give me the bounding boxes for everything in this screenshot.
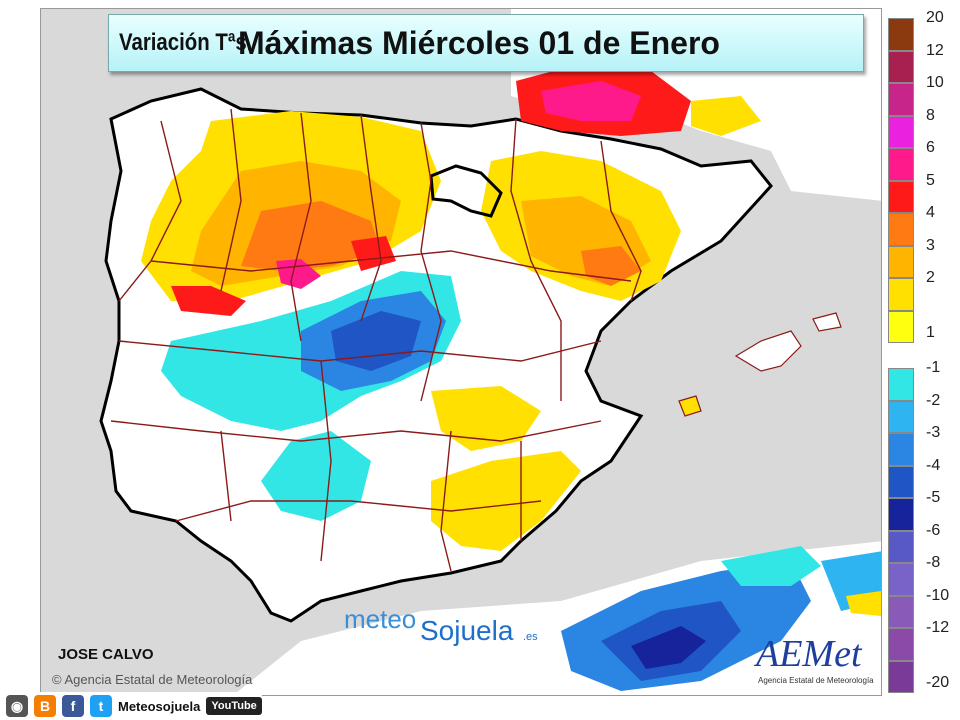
legend-swatch-neg-5 <box>888 530 914 563</box>
legend-label-neg-4: -5 <box>926 489 941 506</box>
brand-suffix: .es <box>523 631 538 643</box>
legend-label-neg-0: -1 <box>926 359 941 376</box>
africa-cold-5 <box>631 626 706 669</box>
legend-label-pos-3: 8 <box>926 106 935 124</box>
instagram-icon[interactable]: ◉ <box>6 695 28 717</box>
legend-swatch-neg-9 <box>888 660 914 693</box>
aemet-subtitle: Agencia Estatal de Meteorología <box>758 676 874 685</box>
legend-swatch-pos-1 <box>888 50 914 83</box>
legend-label-pos-1: 12 <box>926 41 944 59</box>
map-svg <box>41 9 881 695</box>
twitter-icon[interactable]: t <box>90 695 112 717</box>
youtube-icon[interactable]: YouTube <box>206 697 262 715</box>
warm-fr-6 <box>541 81 641 121</box>
legend-swatch-neg-8 <box>888 628 914 661</box>
legend-label-pos-6: 4 <box>926 204 935 221</box>
legend-swatch-pos-7 <box>888 245 914 278</box>
warm-nw-6 <box>276 259 321 289</box>
author-credit: JOSE CALVO <box>58 646 154 663</box>
legend-swatch-pos-6 <box>888 213 914 246</box>
legend-swatch-pos-3 <box>888 115 914 148</box>
legend-swatch-pos-5 <box>888 180 914 213</box>
social-bar: ◉ B f t Meteosojuela YouTube <box>0 692 262 720</box>
legend-label-pos-7: 3 <box>926 236 935 254</box>
legend-label-pos-5: 5 <box>926 171 935 189</box>
agency-name: Agencia Estatal de Meteorología <box>64 672 253 687</box>
legend-label-pos-8: 2 <box>926 269 935 286</box>
legend-label-neg-2: -3 <box>926 424 941 441</box>
map-title: Variación Tªs. Máximas Miércoles 01 de E… <box>108 14 864 72</box>
atlantic <box>41 9 111 695</box>
facebook-icon[interactable]: f <box>62 695 84 717</box>
blogger-icon[interactable]: B <box>34 695 56 717</box>
mallorca <box>734 330 802 372</box>
legend-swatch-pos-9 <box>888 310 914 343</box>
province-borders <box>110 108 642 572</box>
legend-swatch-neg-6 <box>888 563 914 596</box>
legend-swatch-pos-4 <box>888 148 914 181</box>
menorca <box>812 312 842 332</box>
cold-centre-4 <box>331 311 421 371</box>
brand-part2: Sojuela <box>420 615 514 646</box>
legend-swatch-pos-2 <box>888 83 914 116</box>
legend-label-pos-4: 6 <box>926 139 935 156</box>
legend-swatch-pos-0 <box>888 18 914 51</box>
la-rioja-outline <box>429 164 503 218</box>
legend-swatch-neg-2 <box>888 433 914 466</box>
aemet-logo: AEMet <box>756 633 862 675</box>
legend-swatch-neg-7 <box>888 595 914 628</box>
legend-swatch-neg-0 <box>888 368 914 401</box>
legend-label-neg-6: -8 <box>926 554 941 571</box>
warm-nw-4 <box>241 201 381 271</box>
legend-swatch-neg-1 <box>888 400 914 433</box>
warm-nw-5 <box>171 286 246 316</box>
legend-swatch-neg-4 <box>888 498 914 531</box>
legend-label-neg-3: -4 <box>926 456 941 474</box>
agency-credit: © Agencia Estatal de Meteorología <box>52 672 253 687</box>
warm-south-2 <box>431 451 581 551</box>
ibiza <box>678 395 702 417</box>
legend-swatch-neg-3 <box>888 465 914 498</box>
title-main: Máximas Miércoles 01 de Enero <box>237 24 720 61</box>
warm-se-2 <box>431 386 541 451</box>
legend-label-pos-9: 1 <box>926 324 935 341</box>
cold-south-1 <box>261 431 371 521</box>
legend-label-neg-1: -2 <box>926 391 941 409</box>
legend-label-neg-5: -6 <box>926 521 941 539</box>
africa-cold-1 <box>721 546 821 586</box>
legend-label-pos-2: 10 <box>926 74 944 91</box>
title-prefix: Variación Tªs. <box>119 29 253 56</box>
social-label: Meteosojuela <box>118 698 201 714</box>
legend-label-neg-9: -20 <box>926 674 950 691</box>
legend-label-neg-7: -10 <box>926 586 950 604</box>
warm-fr-2 <box>691 96 761 136</box>
map-frame <box>40 8 882 696</box>
brand-part1: meteo <box>344 604 417 634</box>
africa-warm <box>846 591 881 616</box>
warm-nw-5b <box>351 236 396 271</box>
color-legend: 20 12 10 8 6 5 4 3 2 1 -1 -2 -3 -4 -5 -6 -8 -10 -12 -20 <box>886 9 958 694</box>
legend-swatch-pos-8 <box>888 278 914 311</box>
legend-label-neg-8: -12 <box>926 619 950 636</box>
legend-label-pos-0: 20 <box>926 9 944 26</box>
